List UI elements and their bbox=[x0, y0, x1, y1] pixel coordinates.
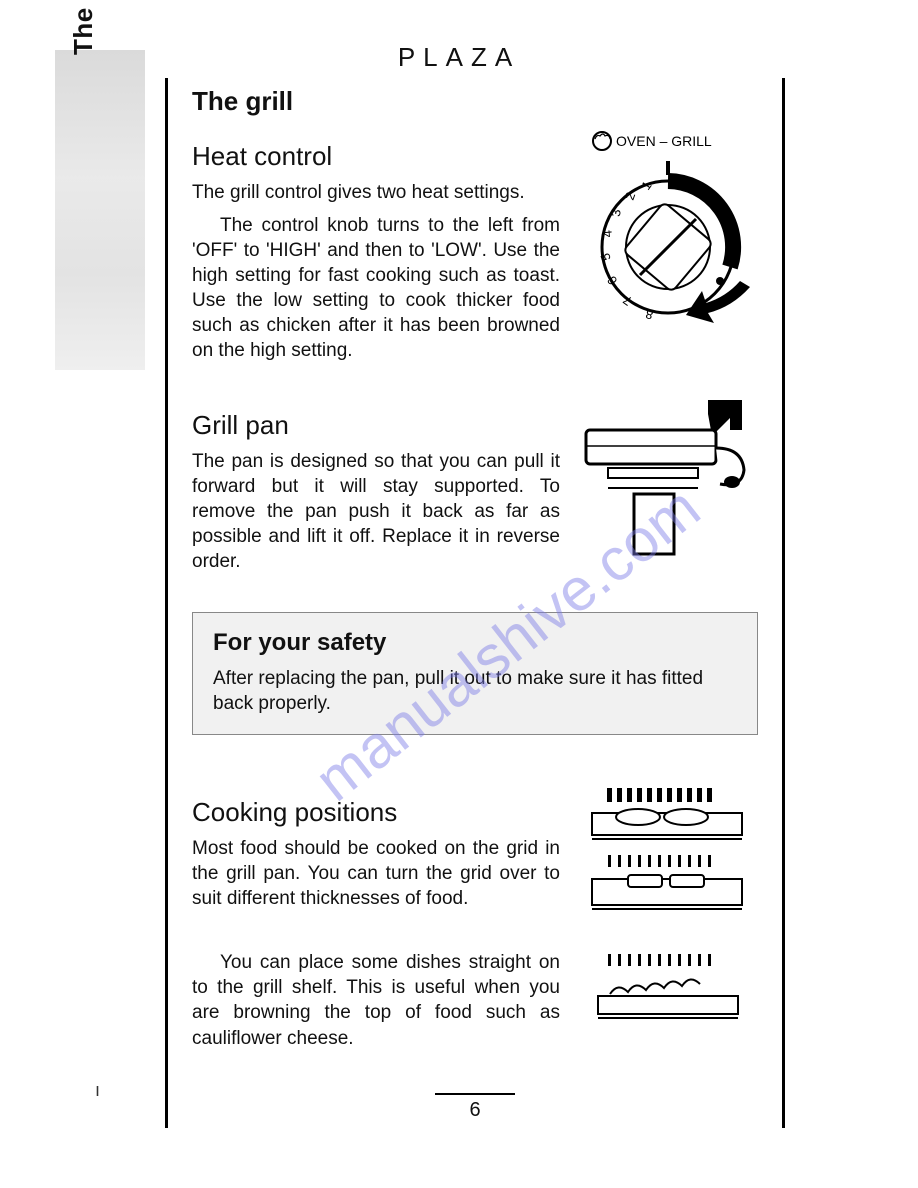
page-number: 6 bbox=[435, 1099, 515, 1122]
grill-pan-svg bbox=[578, 396, 758, 576]
safety-title: For your safety bbox=[213, 629, 737, 657]
safety-box: For your safety After replacing the pan,… bbox=[192, 612, 758, 735]
page-number-block: 6 bbox=[435, 1093, 515, 1122]
grill-diagram-2 bbox=[578, 950, 758, 1045]
section-title: The grill bbox=[192, 86, 758, 117]
stray-mark: ı bbox=[95, 1080, 100, 1101]
heat-control-p2: The control knob turns to the left from … bbox=[192, 213, 560, 363]
knob-label: OVEN – GRILL bbox=[616, 133, 712, 149]
cooking-positions-text2: You can place some dishes straight on to… bbox=[192, 950, 560, 1058]
cooking-positions-row2: You can place some dishes straight on to… bbox=[192, 950, 758, 1058]
knob-figure: OVEN – GRILL 1 2 3 4 5 6 7 8 bbox=[578, 127, 758, 332]
safety-body: After replacing the pan, pull it out to … bbox=[213, 667, 737, 716]
page-header: PLAZA bbox=[0, 42, 918, 73]
content-frame: The grill Heat control The grill control… bbox=[165, 78, 785, 1128]
heat-control-row: Heat control The grill control gives two… bbox=[192, 127, 758, 372]
grill-pan-figure bbox=[578, 396, 758, 581]
side-tab-texture bbox=[55, 50, 145, 370]
grill-diagram-1 bbox=[578, 783, 758, 938]
cooking-positions-p1: Most food should be cooked on the grid i… bbox=[192, 836, 560, 911]
heat-control-heading: Heat control bbox=[192, 141, 560, 172]
page-number-rule bbox=[435, 1093, 515, 1095]
knob-svg: OVEN – GRILL 1 2 3 4 5 6 7 8 bbox=[578, 127, 758, 327]
cooking-positions-heading: Cooking positions bbox=[192, 797, 560, 828]
svg-text:4: 4 bbox=[599, 230, 615, 239]
cooking-positions-row1: Cooking positions Most food should be co… bbox=[192, 783, 758, 938]
heat-control-text: Heat control The grill control gives two… bbox=[192, 127, 560, 372]
cooking-positions-p2: You can place some dishes straight on to… bbox=[192, 950, 560, 1050]
grill-pan-row: Grill pan The pan is designed so that yo… bbox=[192, 396, 758, 582]
svg-text:3: 3 bbox=[608, 209, 624, 218]
grill-pan-text: Grill pan The pan is designed so that yo… bbox=[192, 396, 560, 582]
heat-control-p1: The grill control gives two heat setting… bbox=[192, 180, 560, 205]
cooking-positions-text1: Cooking positions Most food should be co… bbox=[192, 783, 560, 919]
grill-pan-p1: The pan is designed so that you can pull… bbox=[192, 449, 560, 574]
grill-pan-heading: Grill pan bbox=[192, 410, 560, 441]
